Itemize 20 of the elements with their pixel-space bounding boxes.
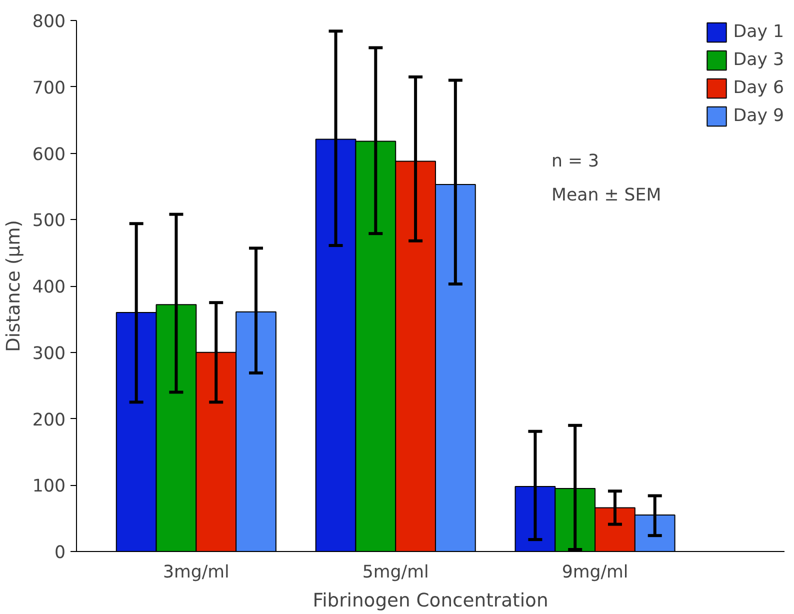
x-tick-label: 3mg/ml	[162, 562, 230, 582]
legend-label: Day 3	[733, 50, 784, 70]
y-tick-label: 300	[32, 344, 66, 364]
legend-label: Day 6	[733, 78, 784, 98]
x-axis-title: Fibrinogen Concentration	[312, 590, 548, 612]
annotation: n = 3	[552, 152, 600, 172]
x-tick-label: 5mg/ml	[362, 562, 429, 582]
y-tick-label: 0	[54, 543, 66, 563]
legend-label: Day 1	[733, 22, 784, 42]
y-tick-label: 200	[32, 410, 66, 430]
y-axis-title: Distance (µm)	[3, 220, 24, 352]
y-tick-label: 800	[32, 12, 66, 32]
legend-label: Day 9	[733, 106, 784, 126]
y-tick-label: 500	[32, 211, 66, 232]
annotation: Mean ± SEM	[552, 186, 662, 206]
y-tick-label: 700	[32, 78, 66, 98]
y-tick-label: 400	[32, 278, 66, 298]
y-tick-label: 100	[32, 476, 66, 497]
x-tick-label: 9mg/ml	[562, 562, 628, 582]
y-tick-label: 600	[32, 144, 66, 165]
